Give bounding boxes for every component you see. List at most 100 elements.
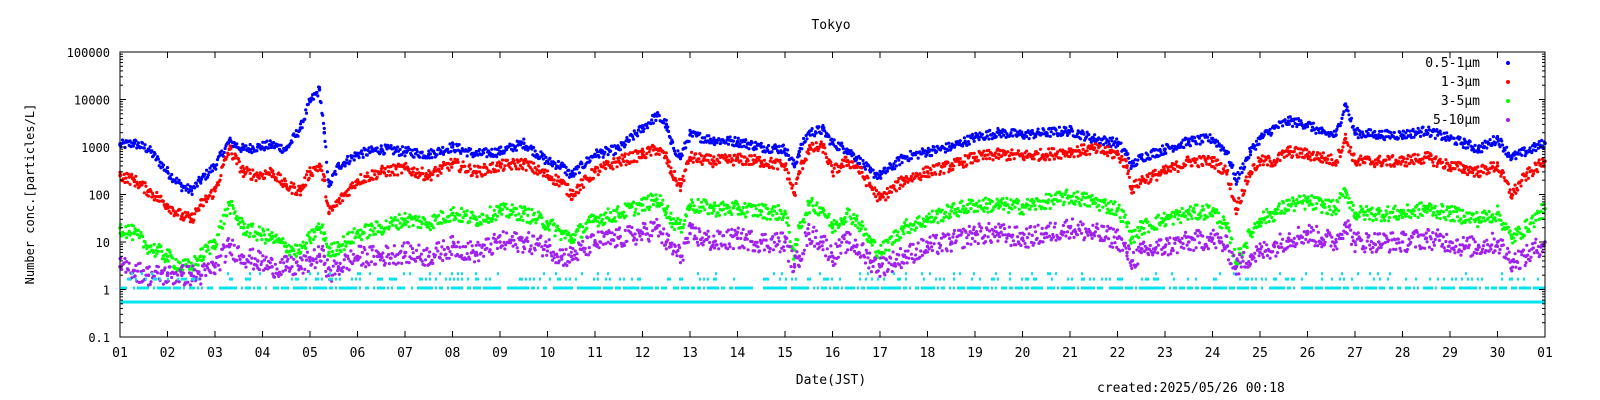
series-point [1125,225,1129,229]
series-point [333,169,337,173]
series-point [1237,196,1241,200]
data-point [227,147,232,151]
series-point [1137,236,1141,240]
series-point [1531,144,1535,148]
series-point [1445,131,1449,135]
series-point [552,178,556,182]
series-point [690,150,694,154]
series-point [231,206,235,210]
series-point [1520,153,1524,157]
series-point [1341,113,1345,117]
series-point [1238,247,1242,251]
series-point [707,212,711,216]
series-point [536,172,540,176]
series-point [573,172,577,176]
series-point [1349,119,1353,123]
series-point [160,249,164,254]
series-point [259,234,263,238]
series-point [873,240,877,244]
series-point [627,138,632,142]
series-point [1133,158,1137,162]
series-point [616,205,620,209]
series-point [1296,147,1300,151]
series-point [609,211,613,215]
series-point [536,153,540,157]
series-point [622,154,627,158]
series-point [606,207,610,211]
series-point [1206,215,1210,219]
series-point [161,163,165,167]
series-point [957,159,961,164]
series-point [1095,149,1099,153]
series-point [389,144,393,148]
series-point [1183,214,1188,218]
series-point [1443,136,1447,140]
series-point [769,156,773,160]
series-point [194,181,198,185]
series-point [863,167,868,171]
series-point [436,174,440,178]
series-point [1243,165,1247,169]
series-point [846,163,851,167]
series-point [1282,155,1286,159]
series-point [644,156,648,160]
series-point [370,224,374,228]
series-point [864,232,868,236]
series-point [304,241,309,245]
series-point [995,197,999,201]
series-point [717,213,722,217]
series-point [1010,207,1014,211]
data-point [1044,152,1049,157]
series-point [786,153,791,158]
series-point [277,143,281,147]
series-point [901,229,905,233]
series-point [383,167,387,171]
series-point [1216,211,1220,215]
data-point [336,164,341,168]
series-point [330,180,334,184]
data-point [1424,155,1429,160]
series-point [1084,153,1088,157]
series-point [1154,148,1158,152]
series-point [683,219,687,223]
series-point [292,249,296,253]
series-point [321,113,325,117]
series-point [411,170,415,174]
series-point [887,248,891,252]
series-point [972,151,976,155]
series-point [757,203,761,207]
series-point [1360,135,1364,139]
series-point [731,163,736,167]
series-point [395,164,399,168]
series-point [396,145,400,149]
series-point [1097,208,1102,212]
series-point [151,194,156,198]
series-point [768,217,772,221]
series-point [325,160,329,164]
series-point [684,168,688,172]
series-point [205,245,210,249]
series-point [577,184,582,188]
series-point [347,162,351,166]
series-point [872,192,876,196]
series-point [956,206,960,211]
series-point [459,167,463,172]
series-point [1264,221,1268,225]
series-point [373,169,378,173]
series-point [1314,157,1318,161]
series-point [814,131,818,135]
series-point [382,230,386,234]
series-point [795,160,799,164]
series-point [897,176,901,181]
series-point [1234,212,1238,216]
series-point [682,223,686,227]
series-point [1124,159,1128,163]
series-point [429,178,433,182]
series-point [430,156,434,160]
data-point [1020,133,1025,137]
series-point [292,182,296,186]
data-point [1272,159,1277,164]
series-point [1347,113,1351,117]
series-point [568,188,573,192]
series-point [152,242,156,246]
